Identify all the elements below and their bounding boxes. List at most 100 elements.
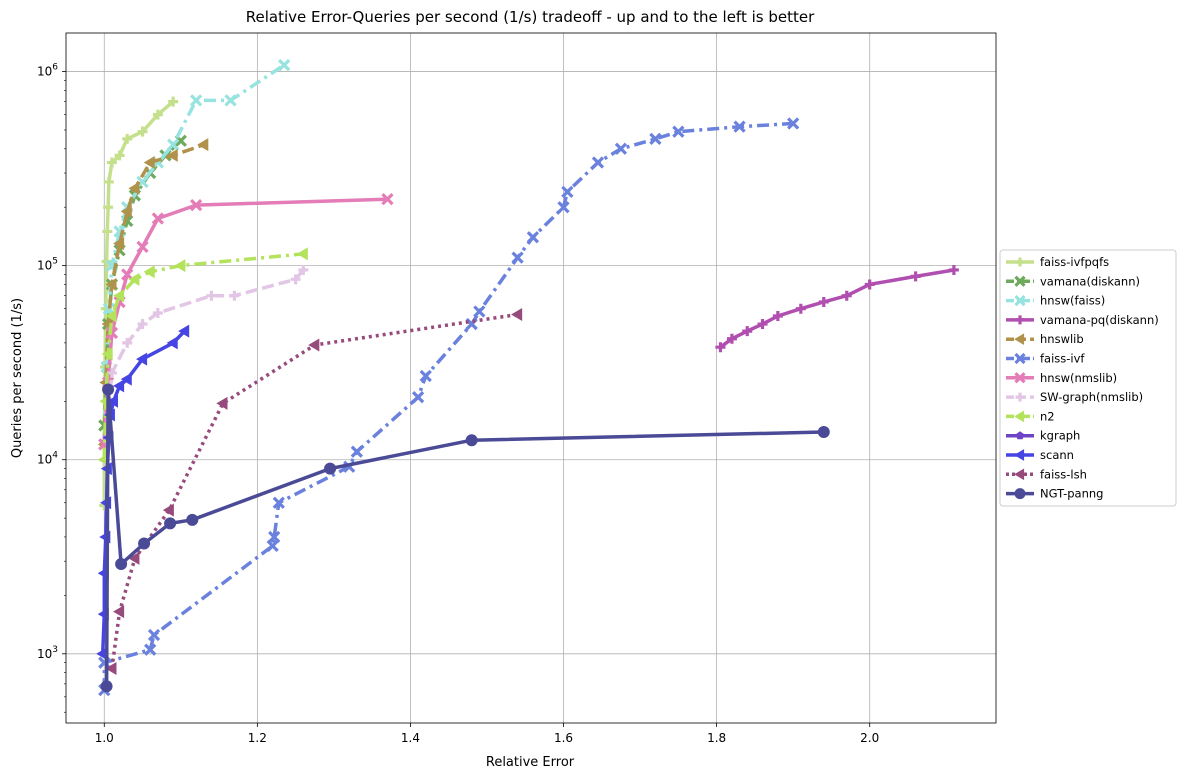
data-point (324, 462, 337, 475)
legend-marker (1014, 275, 1026, 287)
legend-item: SW-graph(nmslib) (1006, 390, 1143, 404)
data-point (113, 605, 125, 619)
data-point (229, 290, 240, 301)
y-tick-exponent: 3 (52, 645, 58, 655)
data-point (174, 259, 186, 273)
data-point (350, 445, 363, 458)
data-point (96, 647, 108, 661)
data-point (101, 347, 113, 361)
data-point (206, 290, 217, 301)
series-NGT-panng (100, 383, 830, 693)
legend-label: hnswlib (1040, 332, 1084, 346)
data-point (216, 396, 228, 410)
legend-item: vamana-pq(diskann) (1006, 313, 1159, 327)
series-n2 (97, 247, 308, 467)
x-tick-label: 1.6 (554, 731, 573, 745)
x-tick-label: 1.0 (95, 731, 114, 745)
data-point (308, 338, 320, 352)
data-point (268, 530, 281, 544)
data-point (120, 205, 132, 219)
data-point (106, 157, 117, 168)
x-tick-label: 2.0 (860, 731, 879, 745)
series-SW-graph(nmslib) (99, 264, 309, 465)
x-tick-label: 1.4 (401, 731, 420, 745)
data-point (105, 661, 117, 675)
legend-box (999, 249, 1177, 507)
data-point (102, 226, 113, 237)
legend-item: hnsw(faiss) (1006, 294, 1105, 308)
data-point (742, 326, 753, 337)
series-line (102, 268, 305, 460)
legend-item: hnswlib (1006, 332, 1084, 346)
legend-item: faiss-ivf (1006, 352, 1085, 366)
x-tick-label: 1.2 (248, 731, 267, 745)
y-tick-label: 104 (37, 451, 58, 467)
legend-label: scann (1040, 448, 1074, 462)
data-point (726, 333, 737, 344)
y-tick-base: 10 (37, 647, 52, 661)
data-point (128, 181, 140, 195)
legend-label: hnsw(faiss) (1040, 294, 1105, 308)
legend-label: NGT-panng (1040, 487, 1103, 501)
data-point (102, 302, 115, 315)
data-point (143, 265, 155, 279)
data-point (143, 155, 155, 169)
data-point (296, 247, 308, 261)
data-point (137, 126, 148, 137)
legend-marker (1015, 431, 1025, 440)
legend-marker (1014, 468, 1025, 481)
y-tick-label: 105 (37, 257, 58, 273)
data-point (795, 303, 806, 314)
legend-item: n2 (1006, 409, 1055, 423)
data-point (526, 231, 540, 244)
plot-frame (65, 32, 997, 724)
data-point (113, 379, 125, 393)
data-point (473, 305, 486, 318)
data-point (910, 271, 921, 282)
data-point (144, 643, 157, 656)
data-point (272, 496, 285, 509)
data-point (189, 199, 203, 212)
legend-item: faiss-lsh (1006, 467, 1087, 481)
y-tick-base: 10 (37, 65, 52, 79)
data-point (115, 558, 128, 571)
series-layer (96, 58, 959, 697)
legend-label: vamana-pq(diskann) (1040, 313, 1159, 327)
data-point (178, 324, 190, 338)
series-line (110, 312, 518, 669)
data-point (162, 503, 174, 517)
data-point (419, 369, 432, 383)
legend-item: hnsw(nmslib) (1006, 371, 1117, 385)
data-point (381, 193, 394, 206)
legend-item: vamana(diskann) (1006, 274, 1140, 288)
y-tick-label: 106 (37, 63, 58, 79)
data-point (817, 425, 830, 438)
data-point (106, 394, 119, 408)
legend-label: faiss-lsh (1040, 467, 1087, 481)
x-axis-label: Relative Error (486, 755, 575, 770)
data-point (152, 109, 163, 120)
legend-marker (1014, 294, 1026, 307)
legend-label: faiss-ivfpqfs (1040, 255, 1109, 269)
data-point (818, 296, 829, 307)
data-point (511, 308, 523, 322)
data-point (152, 308, 163, 319)
legend-label: kgraph (1040, 429, 1080, 443)
data-point (411, 391, 425, 404)
legend: faiss-ivfpqfs vamana(diskann) hnsw(faiss) v… (999, 249, 1177, 507)
legend-marker (1014, 352, 1026, 365)
legend-label: hnsw(nmslib) (1040, 371, 1117, 385)
y-axis-label: Queries per second (1/s) (10, 298, 25, 458)
legend-marker (1015, 392, 1025, 402)
legend-label: faiss-ivf (1040, 352, 1085, 366)
data-point (166, 148, 178, 162)
data-point (147, 628, 161, 642)
data-point (102, 383, 115, 396)
series-line (102, 121, 794, 691)
data-point (772, 311, 783, 322)
data-point (105, 277, 117, 291)
data-point (120, 372, 132, 386)
data-point (733, 120, 746, 133)
